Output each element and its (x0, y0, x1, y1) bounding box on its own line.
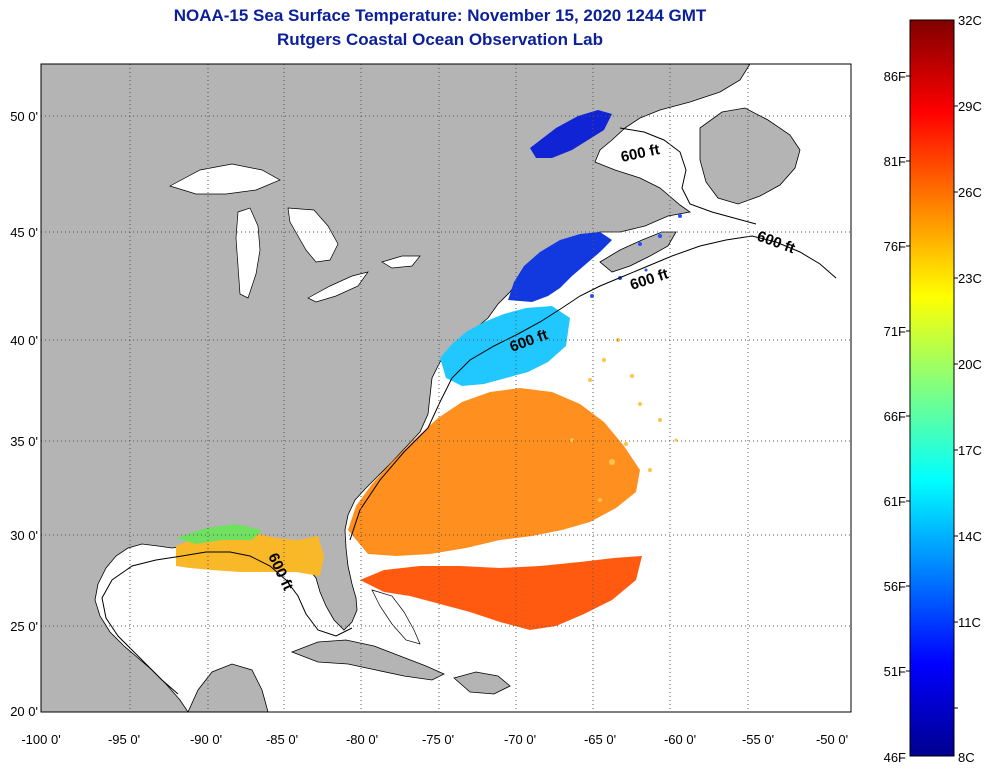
lon-tick-label: -50 0' (816, 732, 848, 747)
lake-michigan (235, 207, 261, 299)
lon-tick-label: -55 0' (742, 732, 774, 747)
lat-tick-label: 40 0' (10, 333, 38, 348)
lon-tick-label: -90 0' (190, 732, 222, 747)
lon-tick-label: -70 0' (504, 732, 536, 747)
colorbar-f-label: 81F (884, 154, 906, 169)
map-grid (41, 64, 851, 712)
sst-speckles (570, 338, 678, 502)
colorbar-f-label: 56F (884, 579, 906, 594)
map-frame (40, 63, 852, 713)
colorbar-c-label: 14C (958, 529, 982, 544)
colorbar-f-label: 86F (884, 69, 906, 84)
lon-tick-label: -100 0' (21, 732, 60, 747)
lake-erie (307, 271, 369, 303)
colorbar-c-label: 17C (958, 443, 982, 458)
lat-tick-label: 45 0' (10, 225, 38, 240)
lon-tick-label: -75 0' (422, 732, 454, 747)
lon-tick-label: -65 0' (584, 732, 616, 747)
colorbar-c-label: 26C (958, 185, 982, 200)
colorbar-f-label: 46F (884, 750, 906, 765)
colorbar-c-label: 11C (958, 615, 981, 630)
colorbar-c-label: 8C (958, 750, 975, 765)
colorbar-f-label: 76F (884, 239, 906, 254)
lon-tick-label: -80 0' (346, 732, 378, 747)
sst-sargasso-south (360, 556, 642, 630)
lat-tick-label: 35 0' (10, 434, 38, 449)
lon-tick-label: -60 0' (664, 732, 696, 747)
bahamas-shoals (371, 589, 421, 645)
newfoundland-land (699, 107, 801, 205)
lat-tick-label: 30 0' (10, 528, 38, 543)
lon-tick-label: -95 0' (108, 732, 140, 747)
colorbar-f-label: 61F (884, 494, 906, 509)
map-title: NOAA-15 Sea Surface Temperature: Novembe… (173, 6, 707, 25)
lat-tick-label: 25 0' (10, 619, 38, 634)
sst-blue-speckles (590, 214, 682, 298)
lake-superior (169, 163, 281, 195)
lake-huron (287, 207, 339, 263)
colorbar-f-label: 66F (884, 409, 906, 424)
lake-ontario (381, 255, 421, 269)
colorbar-f-label: 51F (884, 664, 906, 679)
sst-gulf-coast-green (176, 524, 262, 544)
colorbar (909, 19, 955, 757)
sst-gulf-st-lawrence (530, 110, 612, 158)
colorbar-c-label: 23C (958, 271, 982, 286)
isobath-600ft-gulf (101, 551, 353, 695)
nova-scotia-land (599, 231, 677, 273)
lat-tick-label: 20 0' (10, 704, 38, 719)
lat-tick-label: 50 0' (10, 109, 38, 124)
sst-gulf-stream (348, 388, 640, 556)
map-subtitle: Rutgers Coastal Ocean Observation Lab (277, 30, 603, 49)
colorbar-c-label: 20C (958, 357, 982, 372)
colorbar-c-label: 32C (958, 13, 982, 28)
sst-gulf-of-maine (508, 232, 612, 302)
cuba-land (290, 639, 445, 681)
sst-gulf-of-mexico (176, 532, 324, 576)
colorbar-f-label: 71F (884, 324, 906, 339)
hispaniola-land (453, 671, 511, 695)
lon-tick-label: -85 0' (266, 732, 298, 747)
isobath-600ft-grand-banks (619, 127, 757, 225)
colorbar-c-label: 29C (958, 99, 982, 114)
sst-mid-atlantic (440, 306, 570, 386)
isobath-600ft-northeast (349, 235, 837, 541)
